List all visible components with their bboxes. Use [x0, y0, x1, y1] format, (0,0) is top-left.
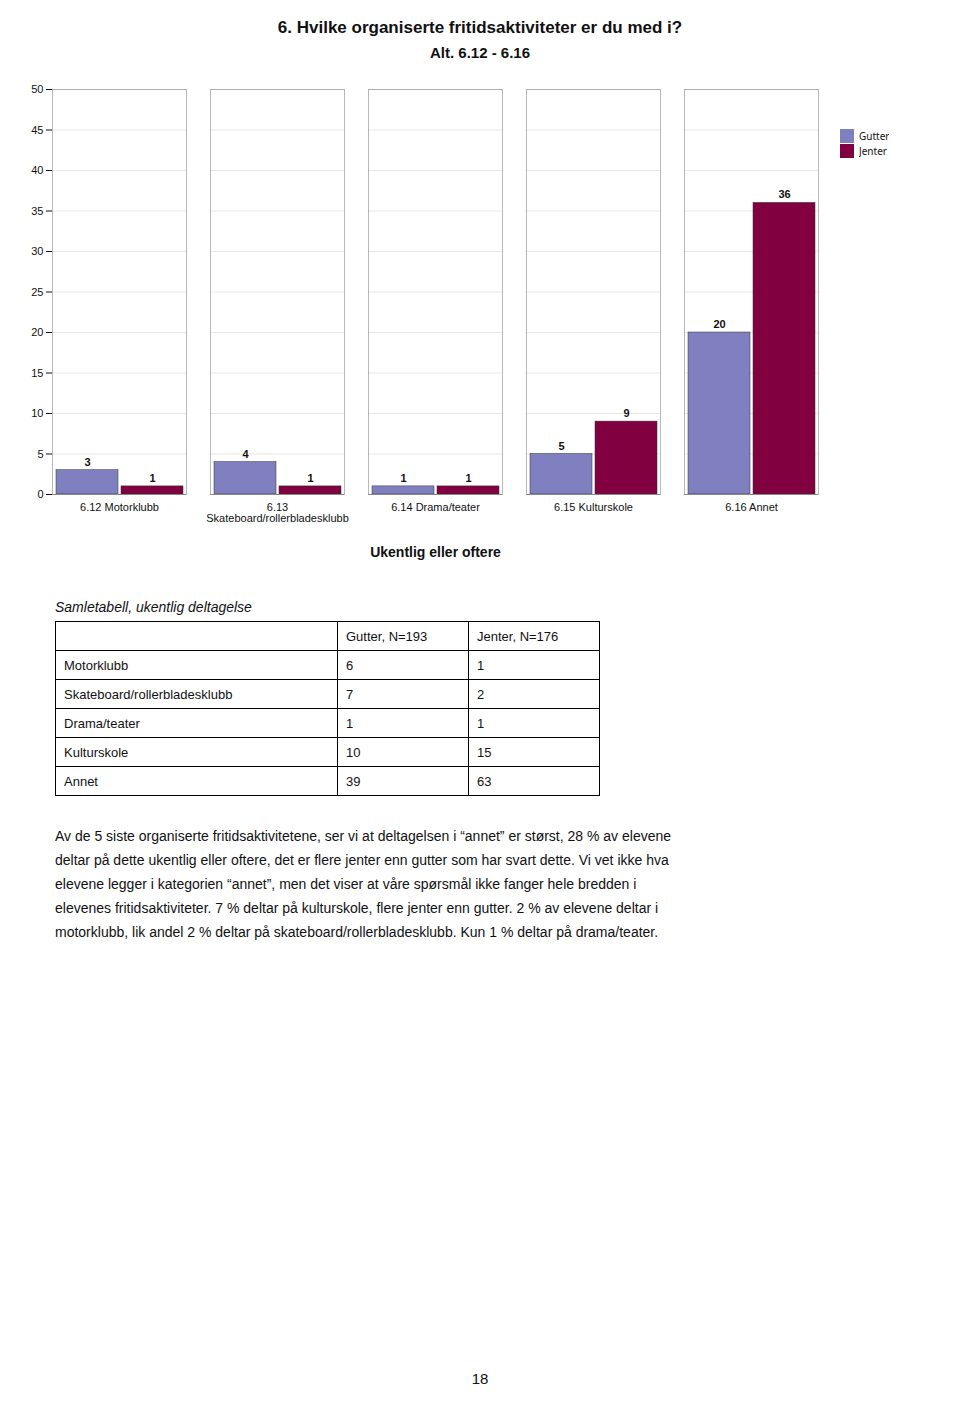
html-text:1: 1	[346, 715, 354, 731]
html-text:1: 1	[477, 715, 485, 731]
svg-text:45: 45	[31, 124, 43, 136]
svg-text:10: 10	[31, 407, 43, 419]
svg-text:6.15 Kulturskole: 6.15 Kulturskole	[554, 501, 633, 513]
svg-text:9: 9	[623, 407, 629, 419]
svg-text:3: 3	[84, 456, 90, 468]
svg-text:5: 5	[558, 440, 564, 452]
html-text:15: 15	[477, 744, 492, 760]
html-text:6. Hvilke organiserte fritidsa: 6. Hvilke organiserte fritidsaktiviteter…	[277, 18, 683, 37]
svg-text:5: 5	[37, 448, 43, 460]
svg-text:36: 36	[778, 188, 790, 200]
html-text:Motorklubb: Motorklubb	[64, 657, 129, 673]
html-text:18: 18	[471, 1370, 489, 1387]
html-text:6: 6	[346, 657, 354, 673]
svg-text:1: 1	[149, 472, 155, 484]
html-text:Av de 5 siste organiserte frit: Av de 5 siste organiserte fritidsaktivit…	[55, 828, 672, 844]
html-text:Jenter: Jenter	[859, 144, 887, 158]
svg-text:25: 25	[31, 286, 43, 298]
svg-text:6.16 Annet: 6.16 Annet	[725, 501, 778, 513]
html-text:Kulturskole: Kulturskole	[64, 744, 129, 760]
html-text:elevene legger i kategorien “a: elevene legger i kategorien “annet”, men…	[55, 876, 637, 892]
svg-text:1: 1	[400, 472, 406, 484]
svg-text:6.14 Drama/teater: 6.14 Drama/teater	[391, 501, 480, 513]
html-text:1: 1	[477, 657, 485, 673]
html-text:Drama/teater: Drama/teater	[64, 715, 140, 731]
html-text:deltar på dette ukentlig eller: deltar på dette ukentlig eller oftere, d…	[55, 852, 669, 868]
svg-text:6.12 Motorklubb: 6.12 Motorklubb	[80, 501, 159, 513]
svg-text:20: 20	[31, 326, 43, 338]
html-text:Alt. 6.12 - 6.16: Alt. 6.12 - 6.16	[430, 44, 530, 61]
html-text:Skateboard/rollerbladesklubb: Skateboard/rollerbladesklubb	[64, 686, 233, 702]
html-text:10: 10	[346, 744, 361, 760]
html-text:elevenes fritidsaktiviteter. 7: elevenes fritidsaktiviteter. 7 % deltar …	[55, 900, 659, 916]
svg-text:1: 1	[307, 472, 313, 484]
svg-text:0: 0	[37, 488, 43, 500]
html-text:7: 7	[346, 686, 354, 702]
html-text:Gutter, N=193: Gutter, N=193	[346, 628, 428, 644]
svg-text:35: 35	[31, 205, 43, 217]
svg-text:4: 4	[242, 448, 249, 460]
html-text:Gutter: Gutter	[859, 129, 890, 143]
html-text:Jenter, N=176: Jenter, N=176	[477, 628, 559, 644]
svg-text:1: 1	[465, 472, 471, 484]
svg-text:20: 20	[713, 318, 725, 330]
html-text:Samletabell, ukentlig deltagel: Samletabell, ukentlig deltagelse	[55, 599, 252, 615]
html-text:39: 39	[346, 773, 361, 789]
html-text:motorklubb, lik andel 2 % delt: motorklubb, lik andel 2 % deltar på skat…	[55, 924, 659, 940]
svg-text:6.13Skateboard/rollerbladesklu: 6.13Skateboard/rollerbladesklubb	[206, 501, 348, 524]
svg-text:15: 15	[31, 367, 43, 379]
svg-text:50: 50	[31, 83, 43, 95]
svg-text:40: 40	[31, 164, 43, 176]
html-text:63: 63	[477, 773, 492, 789]
svg-text:30: 30	[31, 245, 43, 257]
html-text:2: 2	[477, 686, 485, 702]
svg-text:Ukentlig eller oftere: Ukentlig eller oftere	[370, 544, 501, 560]
html-text:Annet: Annet	[64, 773, 98, 789]
